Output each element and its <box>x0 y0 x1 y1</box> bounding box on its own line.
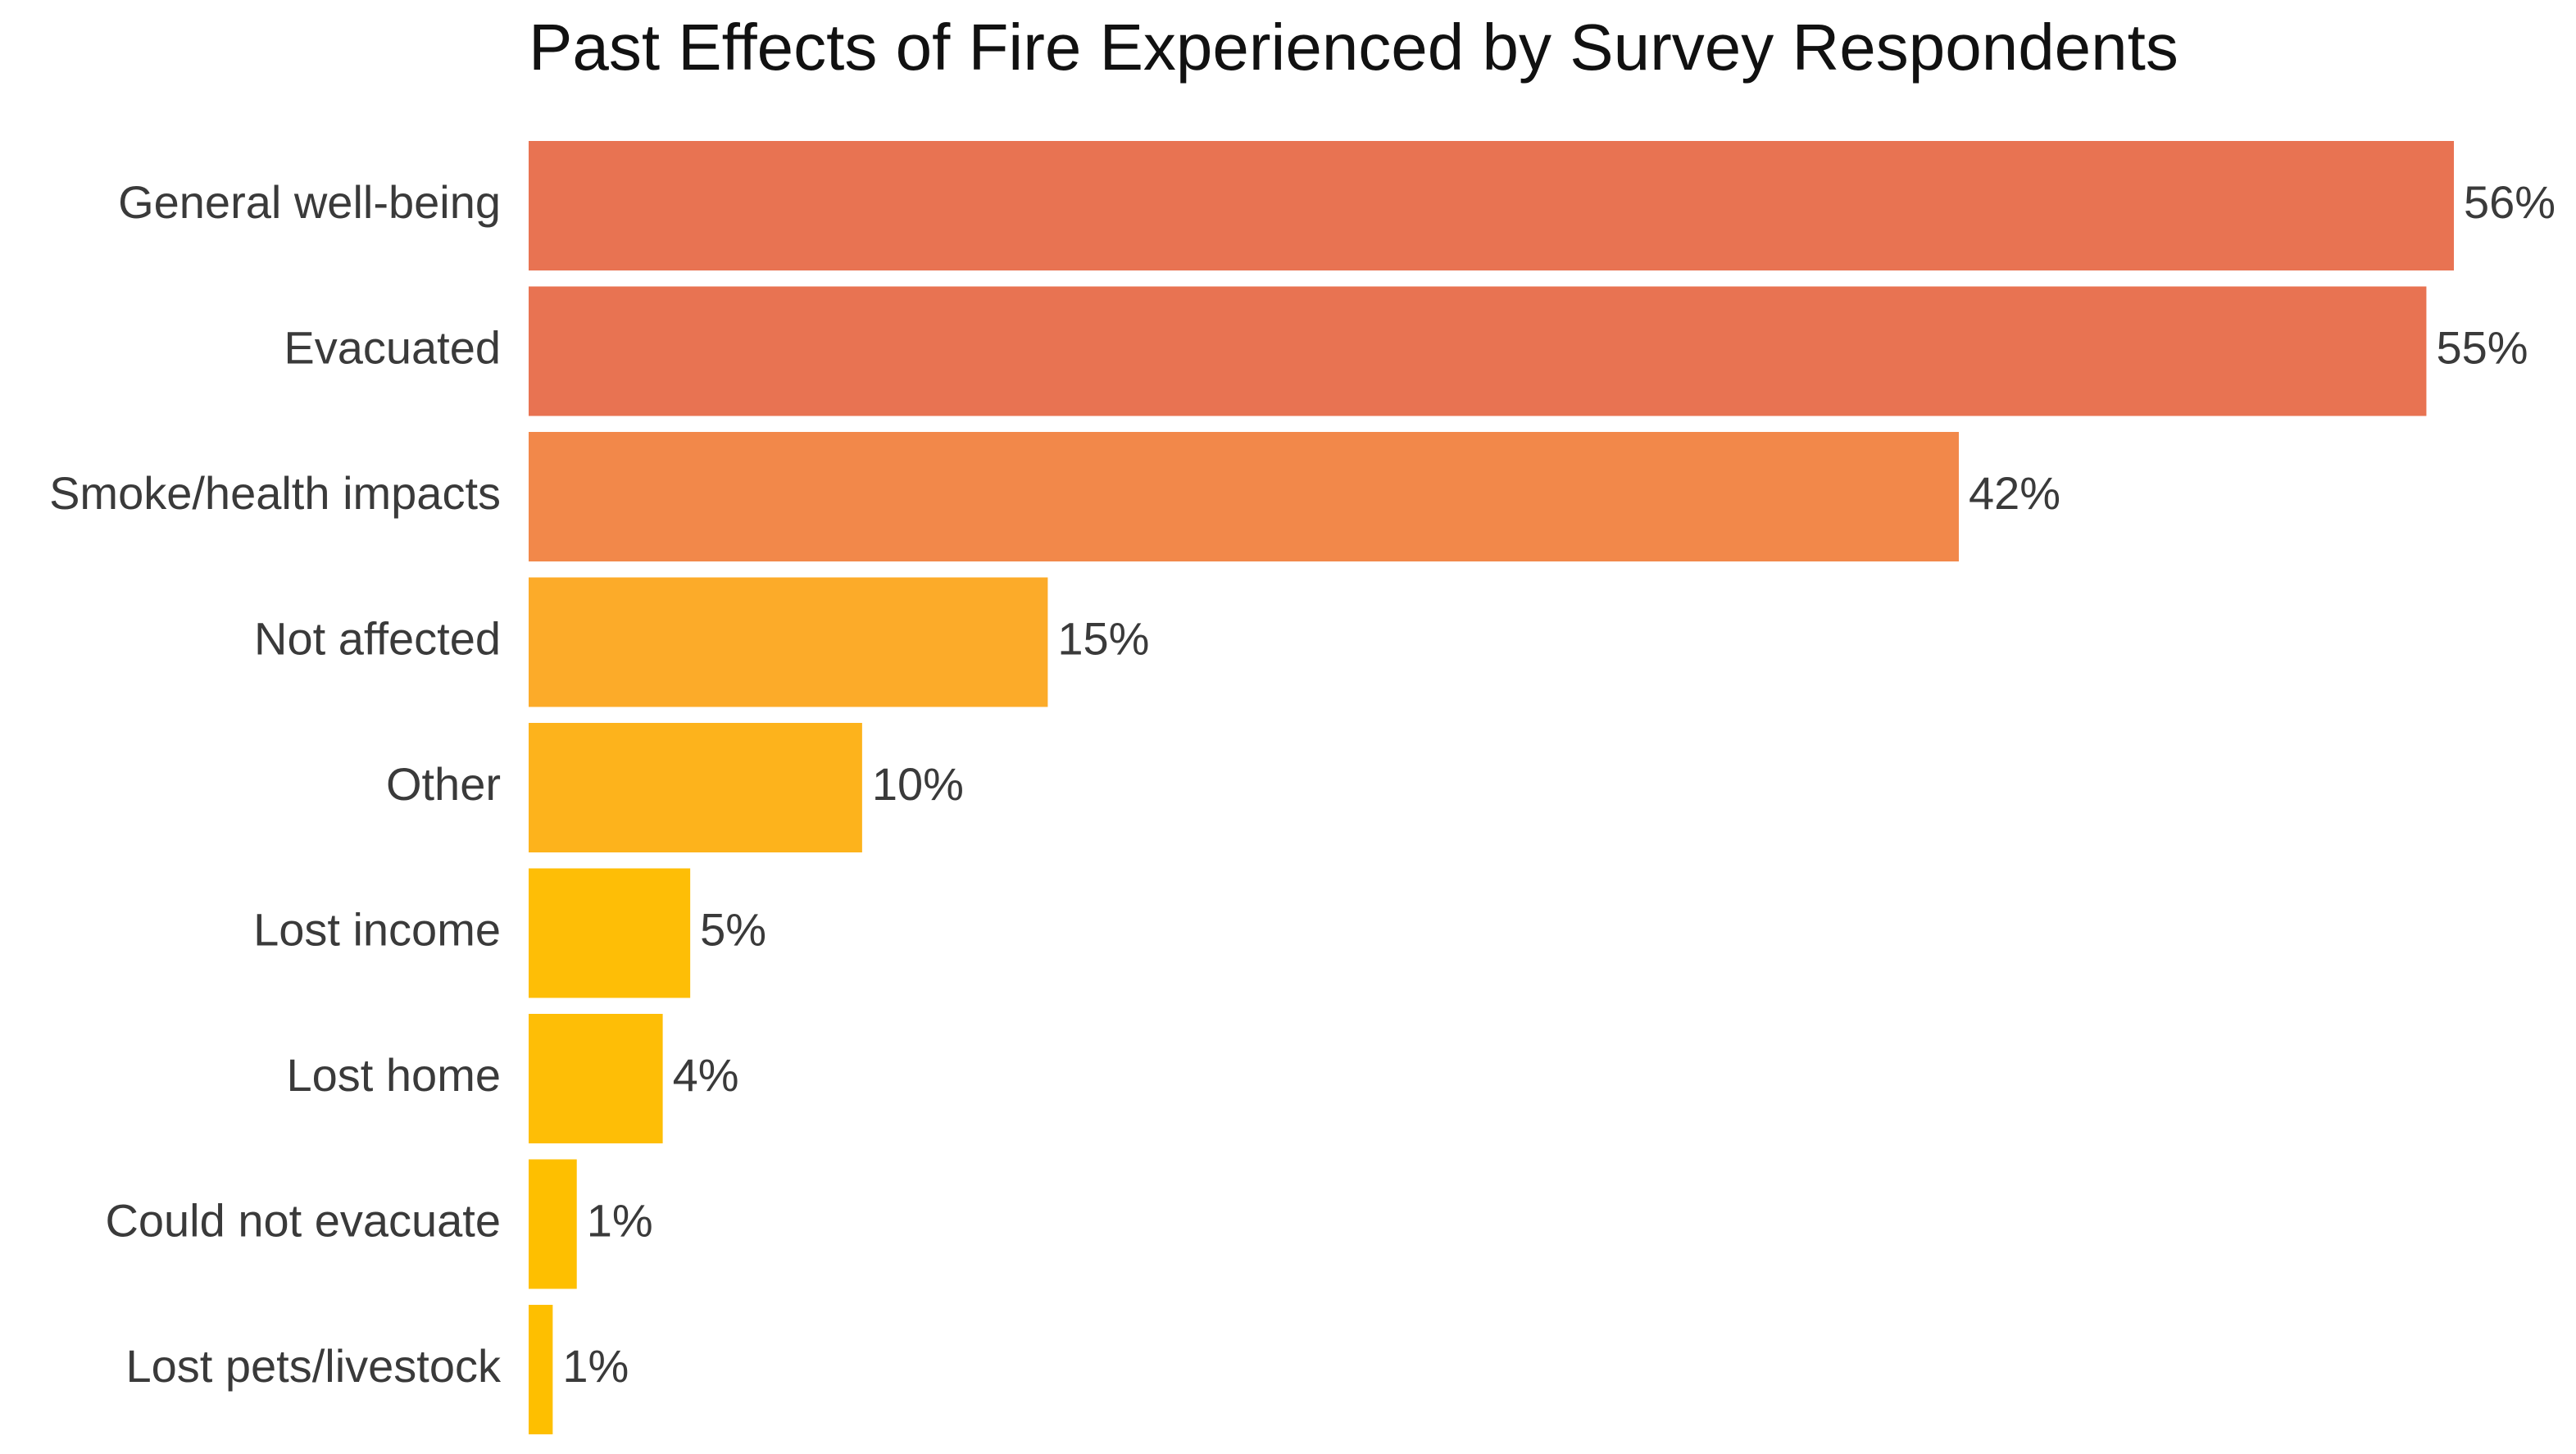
category-label: Other <box>386 758 501 810</box>
chart-title: Past Effects of Fire Experienced by Surv… <box>529 11 2178 84</box>
bar <box>529 432 1959 561</box>
category-label: Not affected <box>254 612 501 664</box>
value-label: 1% <box>587 1194 653 1246</box>
bar <box>529 868 691 998</box>
bar <box>529 1159 577 1289</box>
category-label: Smoke/health impacts <box>49 467 501 519</box>
category-label: Lost income <box>253 903 501 955</box>
bar <box>529 1014 663 1143</box>
value-label: 15% <box>1057 612 1149 664</box>
value-label: 4% <box>673 1049 739 1101</box>
value-label: 56% <box>2464 176 2556 228</box>
category-label: Lost home <box>287 1049 502 1101</box>
value-label: 5% <box>700 903 766 955</box>
category-label: General well-being <box>118 176 501 228</box>
value-label: 42% <box>1969 467 2060 519</box>
bar <box>529 286 2427 416</box>
category-label: Could not evacuate <box>105 1194 501 1246</box>
value-label: 1% <box>562 1340 629 1392</box>
bar <box>529 723 862 852</box>
bar <box>529 577 1048 707</box>
category-label: Evacuated <box>284 321 501 373</box>
bar <box>529 1305 553 1434</box>
value-label: 10% <box>872 758 964 810</box>
category-label: Lost pets/livestock <box>125 1340 502 1392</box>
value-label: 55% <box>2436 321 2528 373</box>
bar <box>529 141 2454 270</box>
